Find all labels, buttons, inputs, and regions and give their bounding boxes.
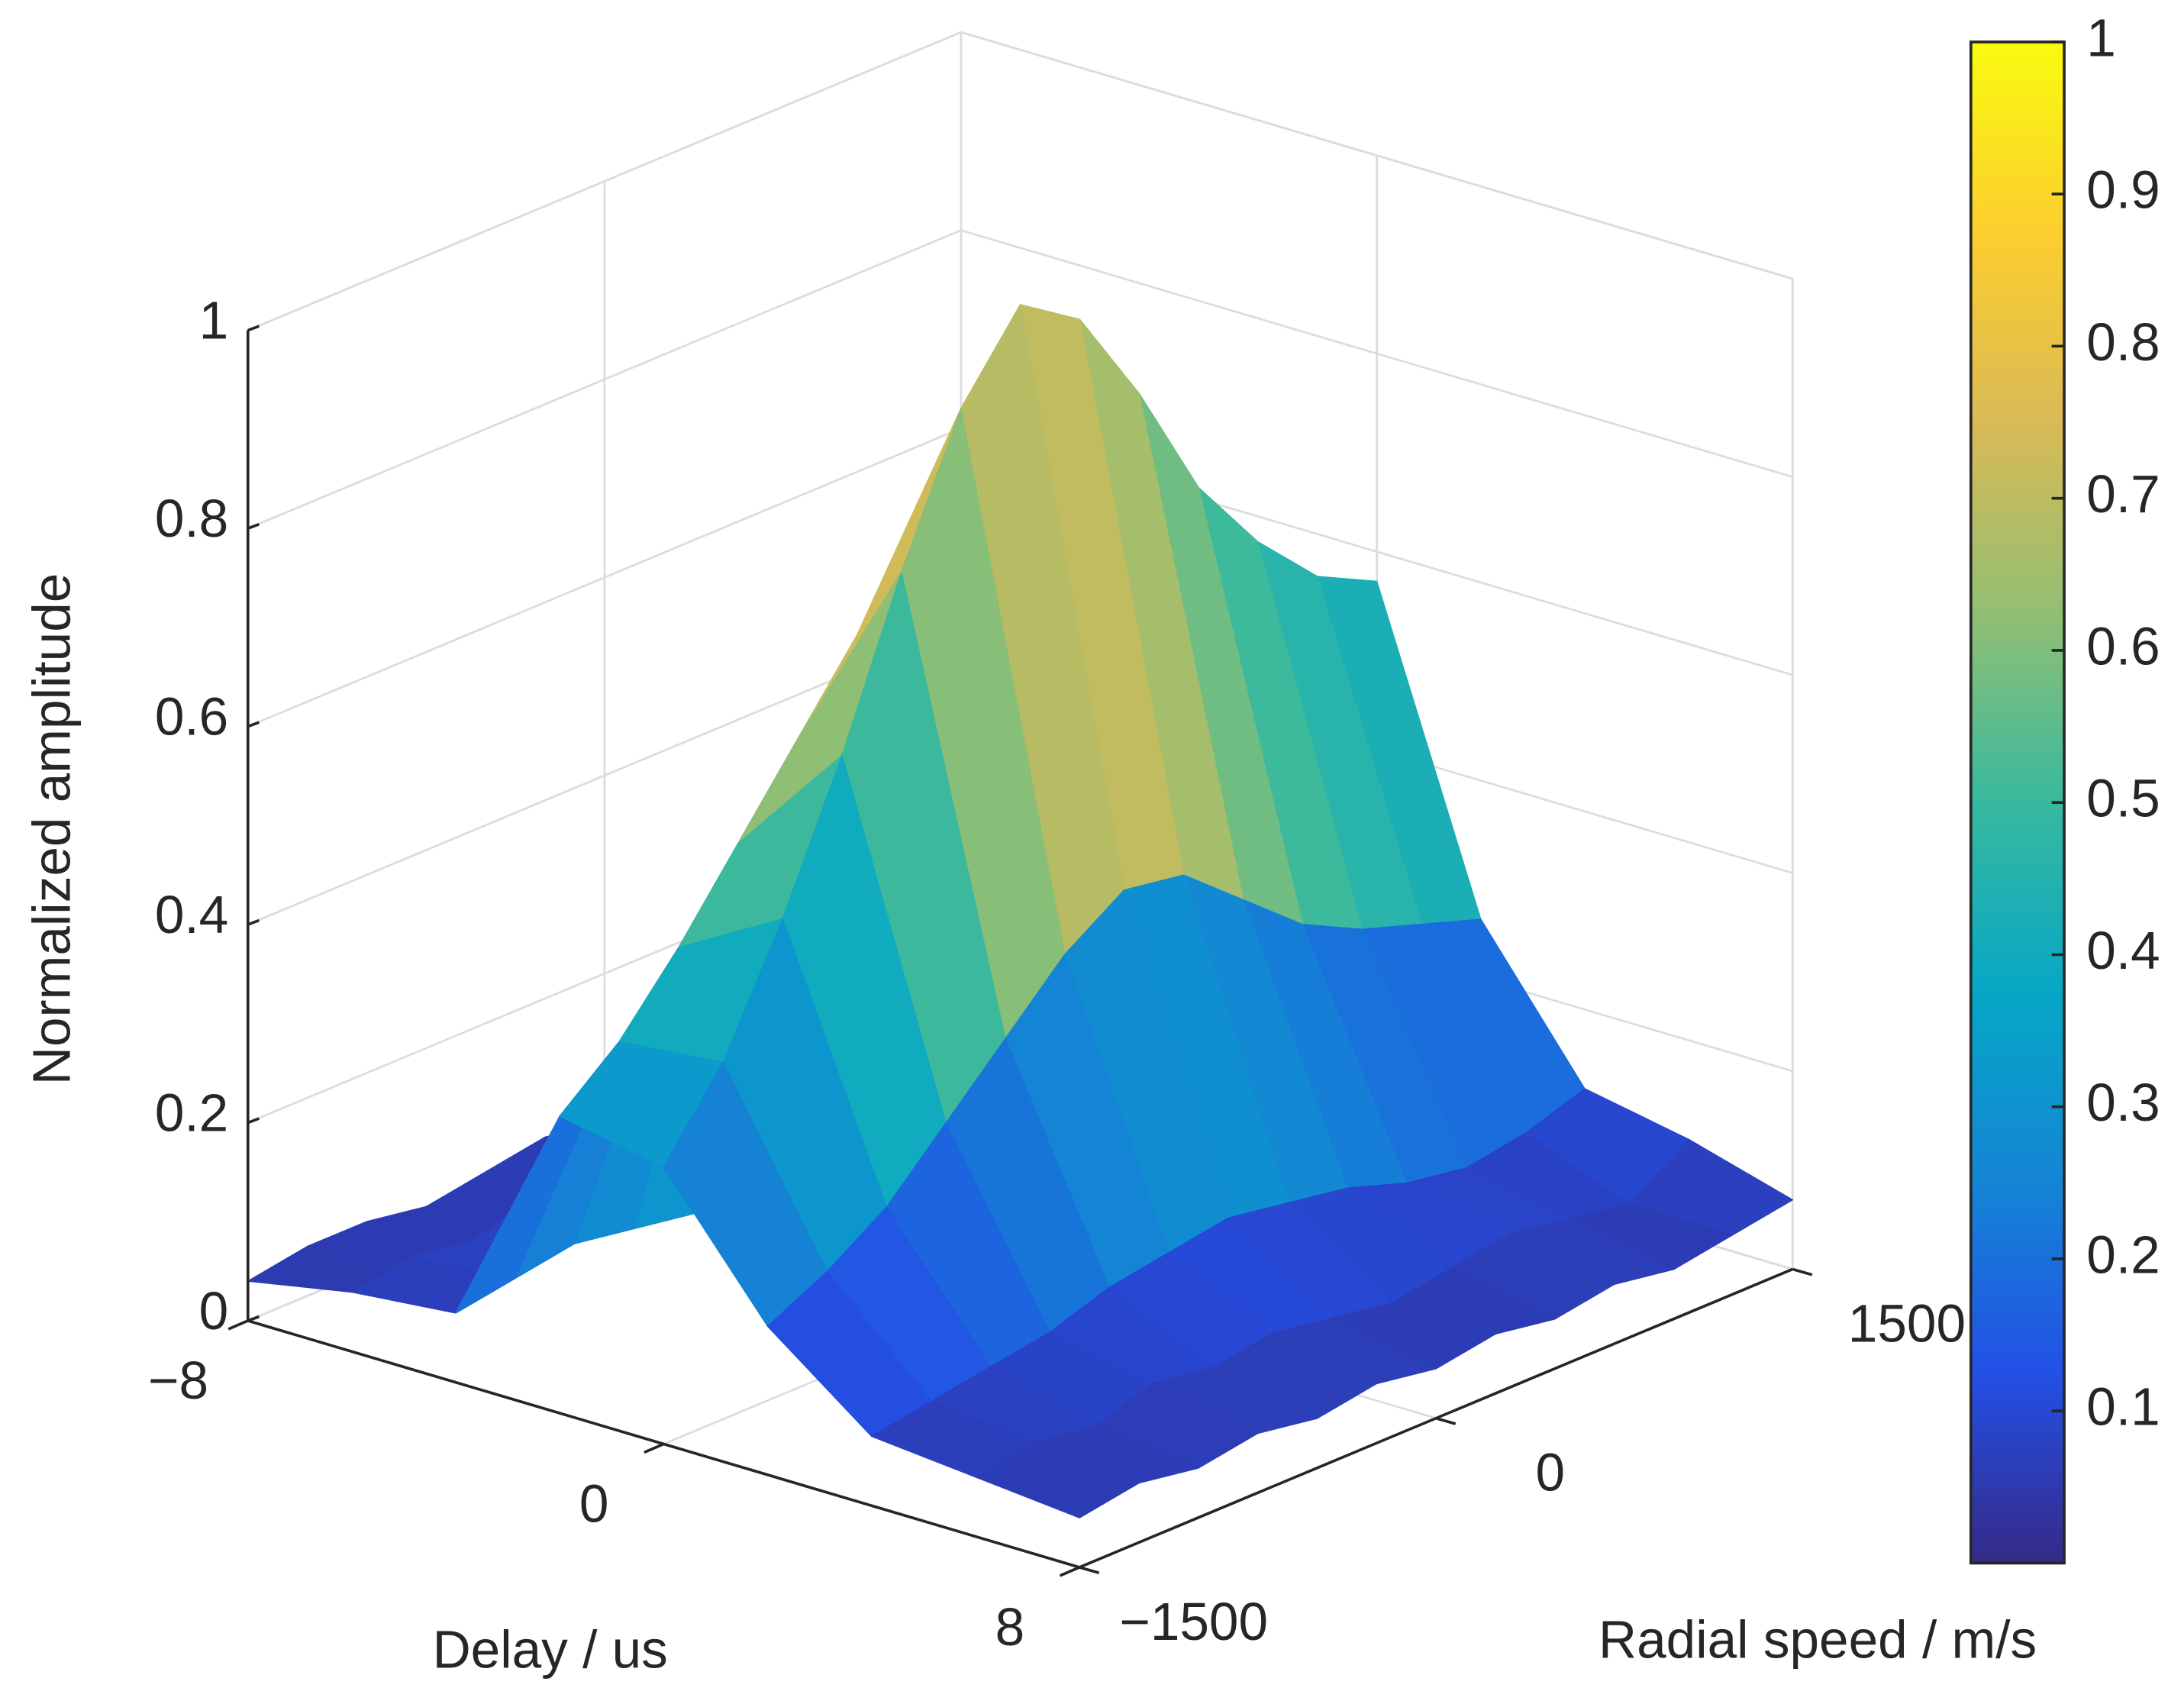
x-tick bbox=[1059, 1566, 1080, 1577]
z-tick bbox=[247, 324, 260, 332]
z-tick bbox=[247, 522, 260, 530]
y-tick bbox=[1435, 1416, 1457, 1425]
z-tick-label: 0.2 bbox=[155, 1083, 228, 1143]
surface-patch bbox=[975, 1441, 1140, 1518]
colorbar-tick-label: 0.2 bbox=[2086, 1225, 2160, 1284]
y-tick bbox=[1792, 1267, 1813, 1276]
colorbar-tick-label: 0.4 bbox=[2086, 921, 2160, 980]
colorbar-tick-label: 0.8 bbox=[2086, 312, 2160, 372]
x-tick-label: 8 bbox=[995, 1597, 1025, 1657]
y-tick-label: 0 bbox=[1536, 1443, 1566, 1502]
z-tick-label: 1 bbox=[199, 291, 229, 350]
z-axis-label: Normalized amplitude bbox=[21, 573, 81, 1085]
x-tick-label: 0 bbox=[579, 1474, 609, 1534]
z-tick bbox=[247, 721, 260, 728]
y-tick-label: 1500 bbox=[1848, 1293, 1966, 1353]
z-tick-label: 0.4 bbox=[155, 885, 228, 944]
y-axis-label: Radial speed / m/s bbox=[1598, 1610, 2037, 1670]
grid-line bbox=[247, 31, 1793, 331]
z-tick bbox=[247, 918, 260, 926]
z-tick bbox=[247, 1315, 260, 1322]
x-tick-label: −8 bbox=[148, 1351, 208, 1410]
colorbar bbox=[1969, 40, 2066, 1565]
colorbar-tick-label: 0.9 bbox=[2086, 160, 2160, 220]
colorbar-tick-label: 0.6 bbox=[2086, 616, 2160, 676]
colorbar-tick-label: 0.7 bbox=[2086, 464, 2160, 524]
y-tick bbox=[1079, 1566, 1100, 1574]
x-tick bbox=[644, 1442, 665, 1454]
colorbar-tick-label: 0.1 bbox=[2086, 1377, 2160, 1437]
z-tick-label: 0 bbox=[199, 1281, 229, 1341]
x-tick bbox=[227, 1319, 249, 1331]
z-tick-label: 0.8 bbox=[155, 489, 228, 548]
z-tick-label: 0.6 bbox=[155, 687, 228, 747]
z-tick bbox=[247, 1117, 260, 1125]
colorbar-tick-label: 0.3 bbox=[2086, 1073, 2160, 1132]
y-tick-label: −1500 bbox=[1119, 1592, 1268, 1651]
colorbar-tick-label: 0.5 bbox=[2086, 769, 2160, 828]
x-axis-label: Delay / us bbox=[433, 1619, 668, 1679]
colorbar-tick-label: 1 bbox=[2086, 8, 2116, 67]
